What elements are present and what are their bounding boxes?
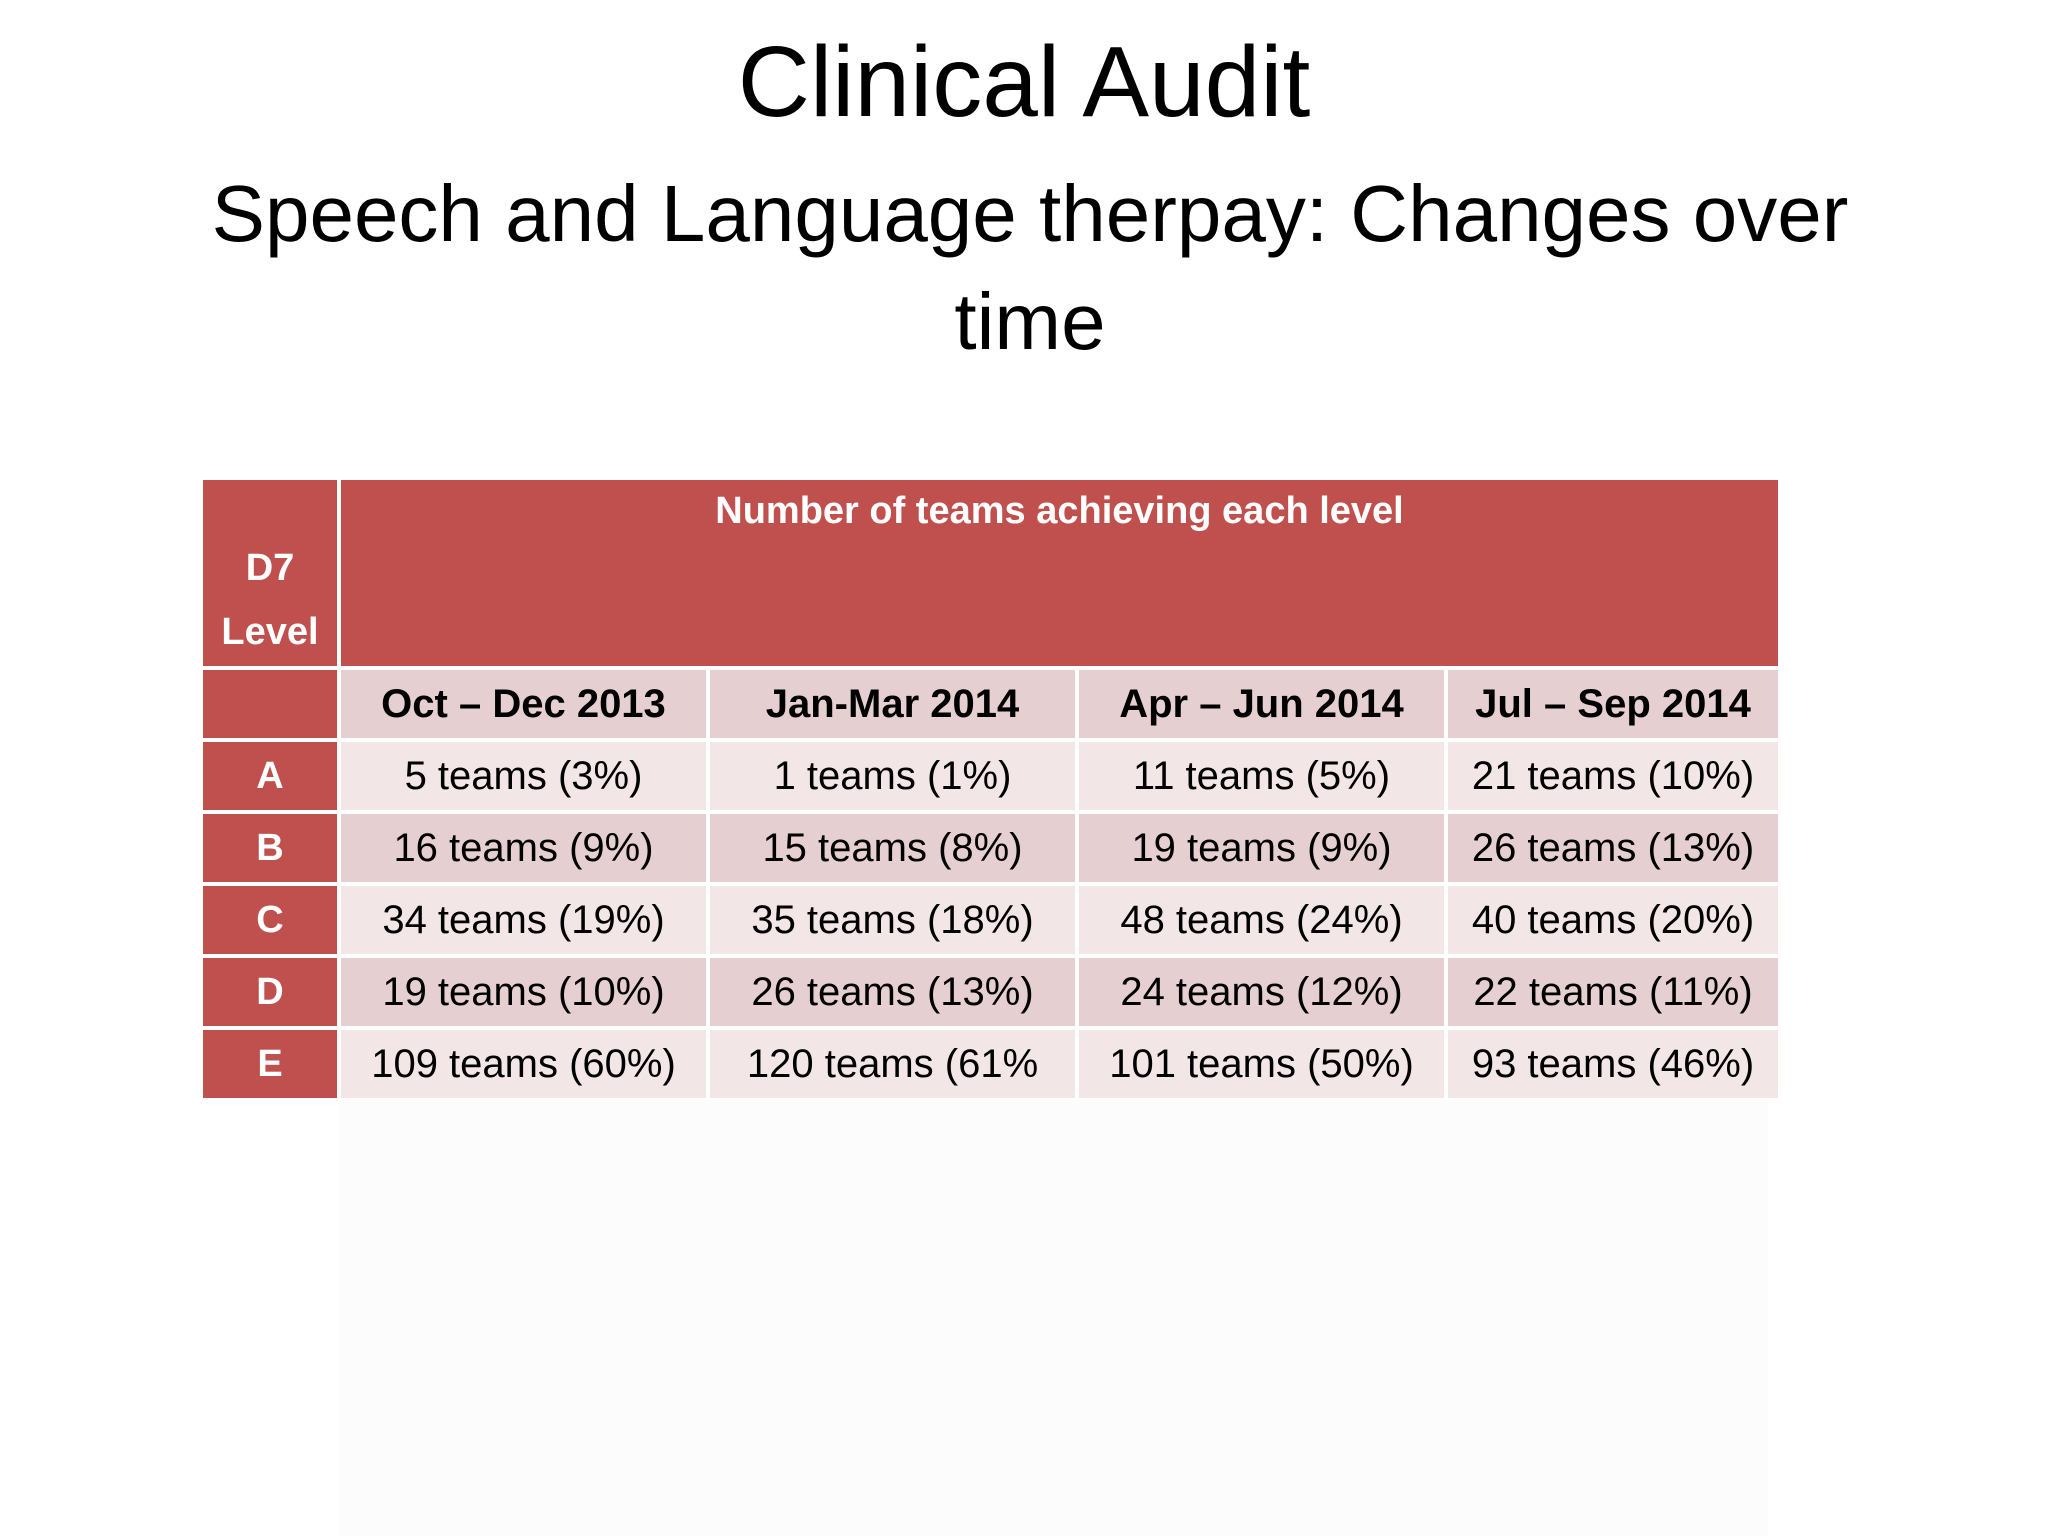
level-header-line1: D7 [245, 547, 295, 589]
level-header-line2: Level [221, 611, 319, 653]
table-cell: 26 teams (13%) [1448, 814, 1778, 882]
table-cell: 21 teams (10%) [1448, 742, 1778, 810]
table-cell: 24 teams (12%) [1079, 958, 1444, 1026]
level-label: D [203, 958, 337, 1026]
table-cell: 19 teams (10%) [341, 958, 706, 1026]
level-label: B [203, 814, 337, 882]
table-cell: 22 teams (11%) [1448, 958, 1778, 1026]
period-header: Oct – Dec 2013 [341, 670, 706, 738]
slide-subtitle: Speech and Language therpay: Changes ove… [211, 169, 1849, 366]
table-row: B 16 teams (9%) 15 teams (8%) 19 teams (… [203, 814, 1778, 882]
table-row: A 5 teams (3%) 1 teams (1%) 11 teams (5%… [203, 742, 1778, 810]
background-panel [338, 1100, 1768, 1536]
group-header: Number of teams achieving each level [341, 480, 1778, 666]
table-cell: 11 teams (5%) [1079, 742, 1444, 810]
table-cell: 48 teams (24%) [1079, 886, 1444, 954]
table-period-header-row: Oct – Dec 2013 Jan-Mar 2014 Apr – Jun 20… [203, 670, 1778, 738]
table-group-header-row: D7 Level Number of teams achieving each … [203, 480, 1778, 666]
period-header: Jan-Mar 2014 [710, 670, 1075, 738]
table-cell: 15 teams (8%) [710, 814, 1075, 882]
table-cell: 35 teams (18%) [710, 886, 1075, 954]
table-row: E 109 teams (60%) 120 teams (61% 101 tea… [203, 1030, 1778, 1098]
period-header: Jul – Sep 2014 [1448, 670, 1778, 738]
table-cell: 5 teams (3%) [341, 742, 706, 810]
period-header: Apr – Jun 2014 [1079, 670, 1444, 738]
level-label: E [203, 1030, 337, 1098]
slide-title: Clinical Audit [737, 26, 1311, 138]
level-label: C [203, 886, 337, 954]
table-cell: 1 teams (1%) [710, 742, 1075, 810]
table-cell: 109 teams (60%) [341, 1030, 706, 1098]
table-cell: 34 teams (19%) [341, 886, 706, 954]
level-label: A [203, 742, 337, 810]
table-cell: 16 teams (9%) [341, 814, 706, 882]
table-cell: 40 teams (20%) [1448, 886, 1778, 954]
table-cell: 101 teams (50%) [1079, 1030, 1444, 1098]
audit-table: D7 Level Number of teams achieving each … [199, 476, 1782, 1102]
table-row: D 19 teams (10%) 26 teams (13%) 24 teams… [203, 958, 1778, 1026]
table-cell: 26 teams (13%) [710, 958, 1075, 1026]
level-column-header: D7 Level [203, 480, 337, 666]
table-row: C 34 teams (19%) 35 teams (18%) 48 teams… [203, 886, 1778, 954]
empty-level-cell [203, 670, 337, 738]
table-cell: 120 teams (61% [710, 1030, 1075, 1098]
table-cell: 93 teams (46%) [1448, 1030, 1778, 1098]
table-cell: 19 teams (9%) [1079, 814, 1444, 882]
